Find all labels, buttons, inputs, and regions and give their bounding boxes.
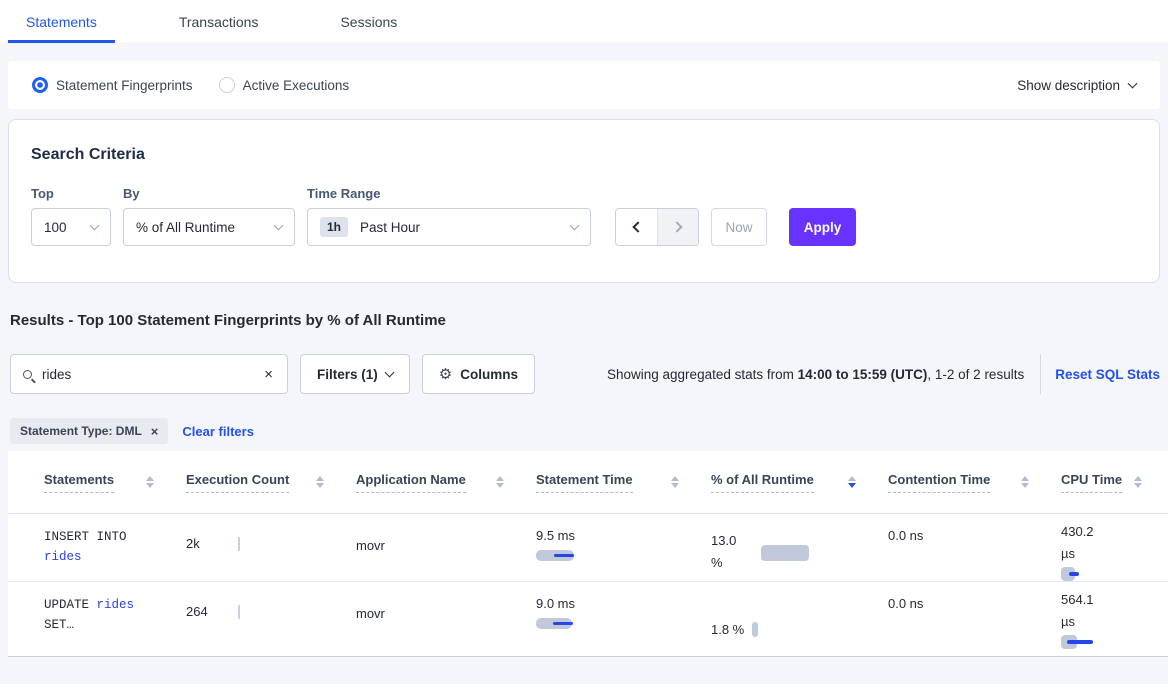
time-step-buttons (615, 208, 699, 246)
columns-button[interactable]: ⚙ Columns (421, 354, 535, 394)
execution-count-bar (237, 537, 240, 551)
top-select[interactable]: 100 (31, 208, 111, 246)
chevron-right-icon (670, 221, 683, 233)
radio-active-executions[interactable]: Active Executions (218, 77, 350, 93)
statement-fingerprint-link[interactable]: rides (44, 550, 82, 564)
reset-sql-stats-link[interactable]: Reset SQL Stats (1055, 366, 1160, 382)
sort-icon[interactable] (1021, 476, 1029, 488)
sql-activity-tabs: Statements Transactions Sessions (0, 0, 1168, 44)
filter-chips-row: Statement Type: DML × Clear filters (10, 418, 1158, 444)
sort-icon[interactable] (146, 476, 154, 488)
cpu-time-cell: 564.1 µs (1055, 582, 1168, 656)
runtime-pct-cell: 13.0 % (705, 514, 882, 581)
show-description-toggle[interactable]: Show description (1017, 78, 1138, 93)
column-header-runtime-pct[interactable]: % of All Runtime (705, 451, 882, 513)
results-heading: Results - Top 100 Statement Fingerprints… (10, 312, 446, 329)
chevron-down-icon (1127, 78, 1138, 88)
column-header-execution-count[interactable]: Execution Count (180, 451, 350, 513)
radio-label: Statement Fingerprints (56, 77, 193, 93)
column-header-application-name[interactable]: Application Name (350, 451, 530, 513)
chevron-down-icon (569, 220, 580, 230)
remove-filter-icon[interactable]: × (150, 423, 159, 439)
runtime-pct-bar (761, 544, 809, 561)
tab-sessions[interactable]: Sessions (340, 14, 398, 30)
by-select[interactable]: % of All Runtime (123, 208, 295, 246)
execution-count-cell: 2k (180, 514, 350, 581)
runtime-pct-bar (752, 621, 759, 637)
clear-filters-link[interactable]: Clear filters (182, 423, 254, 439)
sort-icon[interactable] (316, 476, 324, 488)
chevron-down-icon (384, 367, 395, 377)
time-range-badge: 1h (320, 217, 349, 237)
chevron-left-icon (632, 221, 644, 233)
time-range-select[interactable]: 1h Past Hour (307, 208, 591, 246)
aggregated-stats-text: Showing aggregated stats from 14:00 to 1… (607, 366, 1025, 382)
tab-statements[interactable]: Statements (8, 2, 115, 43)
apply-button[interactable]: Apply (789, 208, 856, 246)
statement-time-bar (536, 550, 705, 562)
sort-icon[interactable] (671, 476, 679, 488)
statement-time-cell: 9.5 ms (530, 514, 705, 581)
radio-label: Active Executions (242, 77, 350, 93)
column-header-statement-time[interactable]: Statement Time (530, 451, 705, 513)
now-button[interactable]: Now (711, 208, 767, 246)
runtime-pct-cell: 1.8 % (705, 582, 882, 656)
statement-fingerprint-link[interactable]: rides (96, 598, 135, 612)
divider (1040, 354, 1042, 394)
radio-selected-icon (32, 77, 48, 93)
table-header-row: Statements Execution Count Application N… (8, 451, 1168, 514)
search-icon (23, 369, 32, 379)
column-header-statements[interactable]: Statements (8, 451, 180, 513)
statement-search-box[interactable]: × (10, 354, 288, 394)
application-name-cell: movr (356, 606, 385, 621)
statements-table: Statements Execution Count Application N… (8, 451, 1168, 657)
cpu-time-bar (1061, 635, 1168, 649)
gear-icon: ⚙ (438, 366, 453, 383)
previous-interval-button[interactable] (616, 209, 657, 245)
clear-search-icon[interactable]: × (264, 365, 273, 383)
execution-count-cell: 264 (180, 582, 350, 656)
statement-cell: INSERT INTO rides (44, 530, 127, 564)
chevron-down-icon (89, 220, 100, 230)
column-header-contention-time[interactable]: Contention Time (882, 451, 1055, 513)
contention-time-cell: 0.0 ns (888, 528, 924, 543)
results-controls-row: × Filters (1) ⚙ Columns Showing aggregat… (8, 354, 1160, 394)
sort-icon-active-desc[interactable] (848, 476, 856, 488)
cpu-time-bar (1061, 567, 1168, 581)
view-toggle-bar: Statement Fingerprints Active Executions… (8, 61, 1160, 109)
tab-transactions[interactable]: Transactions (178, 14, 259, 30)
next-interval-button[interactable] (657, 209, 698, 245)
statement-cell: UPDATE rides SET… (44, 598, 135, 632)
statement-time-cell: 9.0 ms (530, 582, 705, 656)
sort-icon[interactable] (496, 476, 504, 488)
sort-icon[interactable] (1134, 476, 1142, 488)
by-label: By (123, 186, 140, 201)
filters-button[interactable]: Filters (1) (300, 354, 410, 394)
execution-count-bar (237, 605, 240, 619)
cpu-time-cell: 430.2 µs (1055, 514, 1168, 581)
chevron-down-icon (273, 220, 284, 230)
contention-time-cell: 0.0 ns (888, 596, 924, 611)
statement-time-bar (536, 618, 705, 630)
search-criteria-card: Search Criteria Top 100 By % of All Runt… (8, 119, 1160, 283)
radio-unselected-icon (218, 77, 235, 93)
column-header-cpu-time[interactable]: CPU Time (1055, 451, 1168, 513)
table-row: UPDATE rides SET… 264 movr 9.0 ms 1.8 % … (8, 582, 1168, 656)
top-label: Top (31, 186, 54, 201)
application-name-cell: movr (356, 538, 385, 553)
search-criteria-title: Search Criteria (31, 146, 145, 163)
filter-chip-statement-type[interactable]: Statement Type: DML × (10, 418, 169, 444)
search-input[interactable] (42, 366, 263, 382)
time-range-label: Time Range (307, 186, 381, 201)
radio-statement-fingerprints[interactable]: Statement Fingerprints (32, 77, 193, 93)
table-row: INSERT INTO rides 2k movr 9.5 ms 13.0 % … (8, 514, 1168, 582)
